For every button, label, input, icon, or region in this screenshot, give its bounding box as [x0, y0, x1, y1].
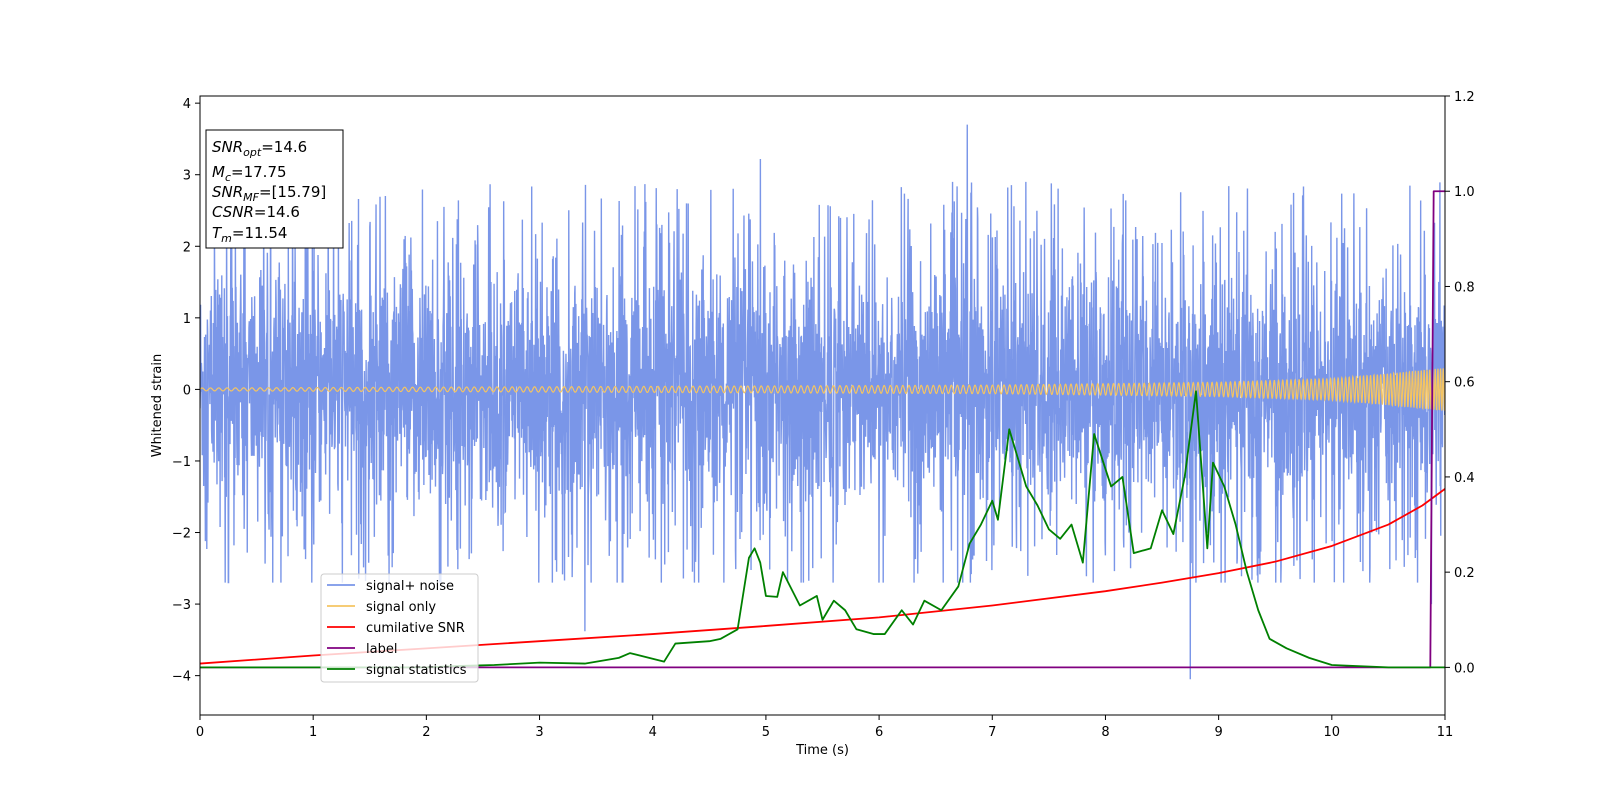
info-line-name: SNR [212, 183, 243, 201]
legend-item: signal+ noise [327, 579, 454, 594]
y2-tick-label: 0.6 [1454, 376, 1475, 391]
legend-frame [320, 573, 479, 683]
info-line-value: =11.54 [232, 224, 288, 242]
y-tick-label: −3 [172, 598, 191, 613]
y-tick-label: −2 [172, 527, 191, 542]
legend-item: signal only [327, 600, 436, 615]
legend-label: cumilative SNR [366, 621, 465, 636]
info-line-value: =14.6 [254, 203, 300, 221]
y2-tick-label: 0.0 [1454, 661, 1475, 676]
info-line-name: M [212, 163, 225, 181]
info-line-value: =14.6 [261, 138, 307, 156]
legend: signal+ noise signal only cumilative SNR la… [320, 573, 479, 683]
legend-item: cumilative SNR [327, 621, 465, 636]
info-box: SNRopt=14.6Mc=17.75SNRMF=[15.79]CSNR=14.… [205, 129, 344, 249]
info-line-sub: opt [243, 146, 262, 159]
x-tick-label: 4 [649, 725, 657, 740]
legend-label: signal only [366, 600, 436, 615]
info-line-sub: c [225, 171, 231, 184]
info-line: Mc=17.75 [212, 163, 287, 184]
info-line-name: T [212, 224, 223, 242]
axes-frame [199, 95, 1446, 716]
x-tick-label: 5 [762, 725, 770, 740]
legend-label: label [366, 642, 397, 657]
info-line-name: SNR [212, 138, 243, 156]
series-layer [200, 124, 1445, 680]
y-tick-label: 4 [183, 97, 191, 112]
y-tick-label: −1 [172, 455, 191, 470]
info-box-frame [205, 129, 344, 249]
y2-tick-label: 0.4 [1454, 471, 1475, 486]
info-line-sub: m [221, 232, 232, 245]
y-tick-label: 0 [183, 383, 191, 398]
legend-item: label [327, 642, 397, 657]
x-tick-label: 3 [535, 725, 543, 740]
series-label-line [200, 190, 1445, 669]
info-line-name: CSNR [212, 203, 254, 221]
x-tick-label: 0 [196, 725, 204, 740]
y-axis-left: −4 −3 −2 −1 0 1 2 3 4 [172, 97, 200, 685]
info-line-sub: MF [243, 191, 259, 204]
series-signal-only-line [200, 368, 1445, 412]
y2-tick-label: 0.8 [1454, 280, 1475, 295]
y-tick-label: −4 [172, 670, 191, 685]
x-tick-label: 6 [875, 725, 883, 740]
y-axis-right: 0.0 0.2 0.4 0.6 0.8 1.0 1.2 [1445, 90, 1475, 676]
y2-tick-label: 1.0 [1454, 185, 1475, 200]
x-axis-label: Time (s) [795, 743, 849, 758]
y-tick-label: 3 [183, 169, 191, 184]
legend-label: signal+ noise [366, 579, 454, 594]
x-tick-label: 11 [1437, 725, 1454, 740]
y-tick-label: 2 [183, 240, 191, 255]
legend-item: signal statistics [327, 663, 467, 678]
info-line-value: =[15.79] [259, 183, 326, 201]
x-axis: 0 1 2 3 4 5 6 7 8 9 10 11 [196, 715, 1453, 740]
x-tick-label: 1 [309, 725, 317, 740]
x-tick-label: 2 [422, 725, 430, 740]
info-line: SNRMF=[15.79] [212, 183, 326, 204]
info-line: CSNR=14.6 [212, 203, 300, 221]
info-line: Tm=11.54 [212, 224, 287, 245]
series-signal-noise-line [200, 124, 1445, 680]
x-tick-label: 8 [1101, 725, 1109, 740]
series-cumilative-snr-line [200, 488, 1445, 665]
x-tick-label: 7 [988, 725, 996, 740]
y2-tick-label: 0.2 [1454, 566, 1475, 581]
info-line-value: =17.75 [231, 163, 287, 181]
x-tick-label: 9 [1214, 725, 1222, 740]
y-axis-label: Whitened strain [150, 354, 165, 457]
x-tick-label: 10 [1324, 725, 1341, 740]
series-signal-statistics-line [200, 390, 1445, 669]
legend-label: signal statistics [366, 663, 467, 678]
y-tick-label: 1 [183, 312, 191, 327]
y2-tick-label: 1.2 [1454, 90, 1475, 105]
info-line: SNRopt=14.6 [212, 138, 307, 159]
